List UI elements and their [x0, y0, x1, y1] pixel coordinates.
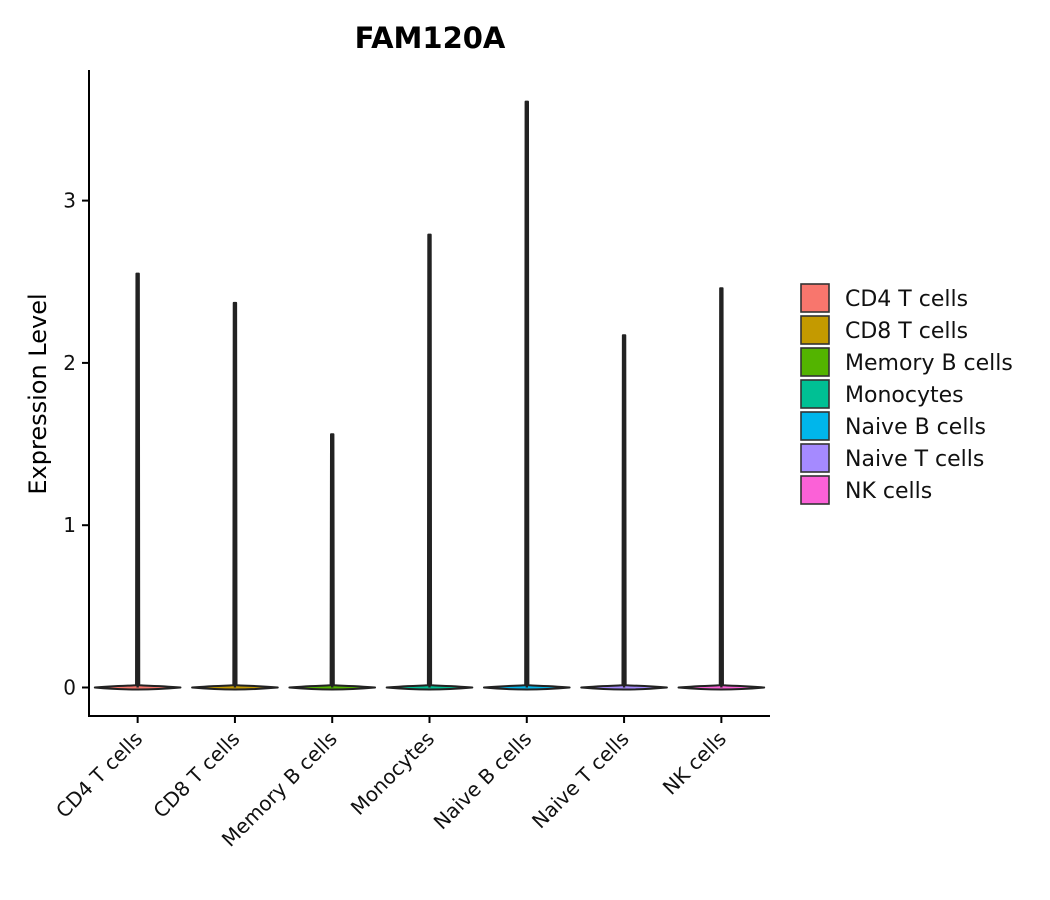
- legend-label: Naive B cells: [845, 415, 986, 440]
- legend-swatch: [800, 411, 830, 441]
- y-tick-label: 3: [63, 189, 76, 213]
- legend-swatch: [800, 347, 830, 377]
- x-tick-label: Naive T cells: [527, 727, 634, 834]
- legend-swatch: [800, 379, 830, 409]
- legend-label: Memory B cells: [845, 351, 1013, 376]
- violins: [93, 100, 766, 691]
- legend-label: Monocytes: [845, 383, 964, 408]
- legend-label: CD4 T cells: [845, 287, 968, 312]
- legend-swatch: [800, 475, 830, 505]
- legend-label: Naive T cells: [845, 447, 984, 472]
- y-tick-label: 0: [63, 676, 76, 700]
- legend-swatch: [800, 315, 830, 345]
- y-axis-title: Expression Level: [24, 293, 52, 494]
- y-tick-label: 1: [63, 513, 76, 537]
- violin: [191, 301, 279, 691]
- violin: [93, 272, 182, 691]
- violin: [580, 334, 668, 691]
- x-tick-label: CD8 T cells: [148, 727, 244, 823]
- y-ticks: 0 1 2 3: [63, 189, 89, 700]
- violin: [677, 287, 766, 691]
- violin: [288, 433, 377, 691]
- x-tick-label: NK cells: [658, 727, 731, 800]
- legend-label: CD8 T cells: [845, 319, 968, 344]
- legend-swatch: [800, 443, 830, 473]
- y-tick-label: 2: [63, 351, 76, 375]
- x-tick-label: Monocytes: [346, 727, 439, 820]
- x-tick-label: CD4 T cells: [51, 727, 147, 823]
- violin: [385, 233, 474, 691]
- violin: [482, 100, 571, 691]
- legend-label: NK cells: [845, 479, 932, 504]
- chart-title: FAM120A: [355, 21, 506, 55]
- legend: CD4 T cells CD8 T cells Memory B cells Mono…: [800, 283, 1013, 505]
- legend-swatch: [800, 283, 830, 313]
- x-tick-label: Naive B cells: [429, 727, 537, 835]
